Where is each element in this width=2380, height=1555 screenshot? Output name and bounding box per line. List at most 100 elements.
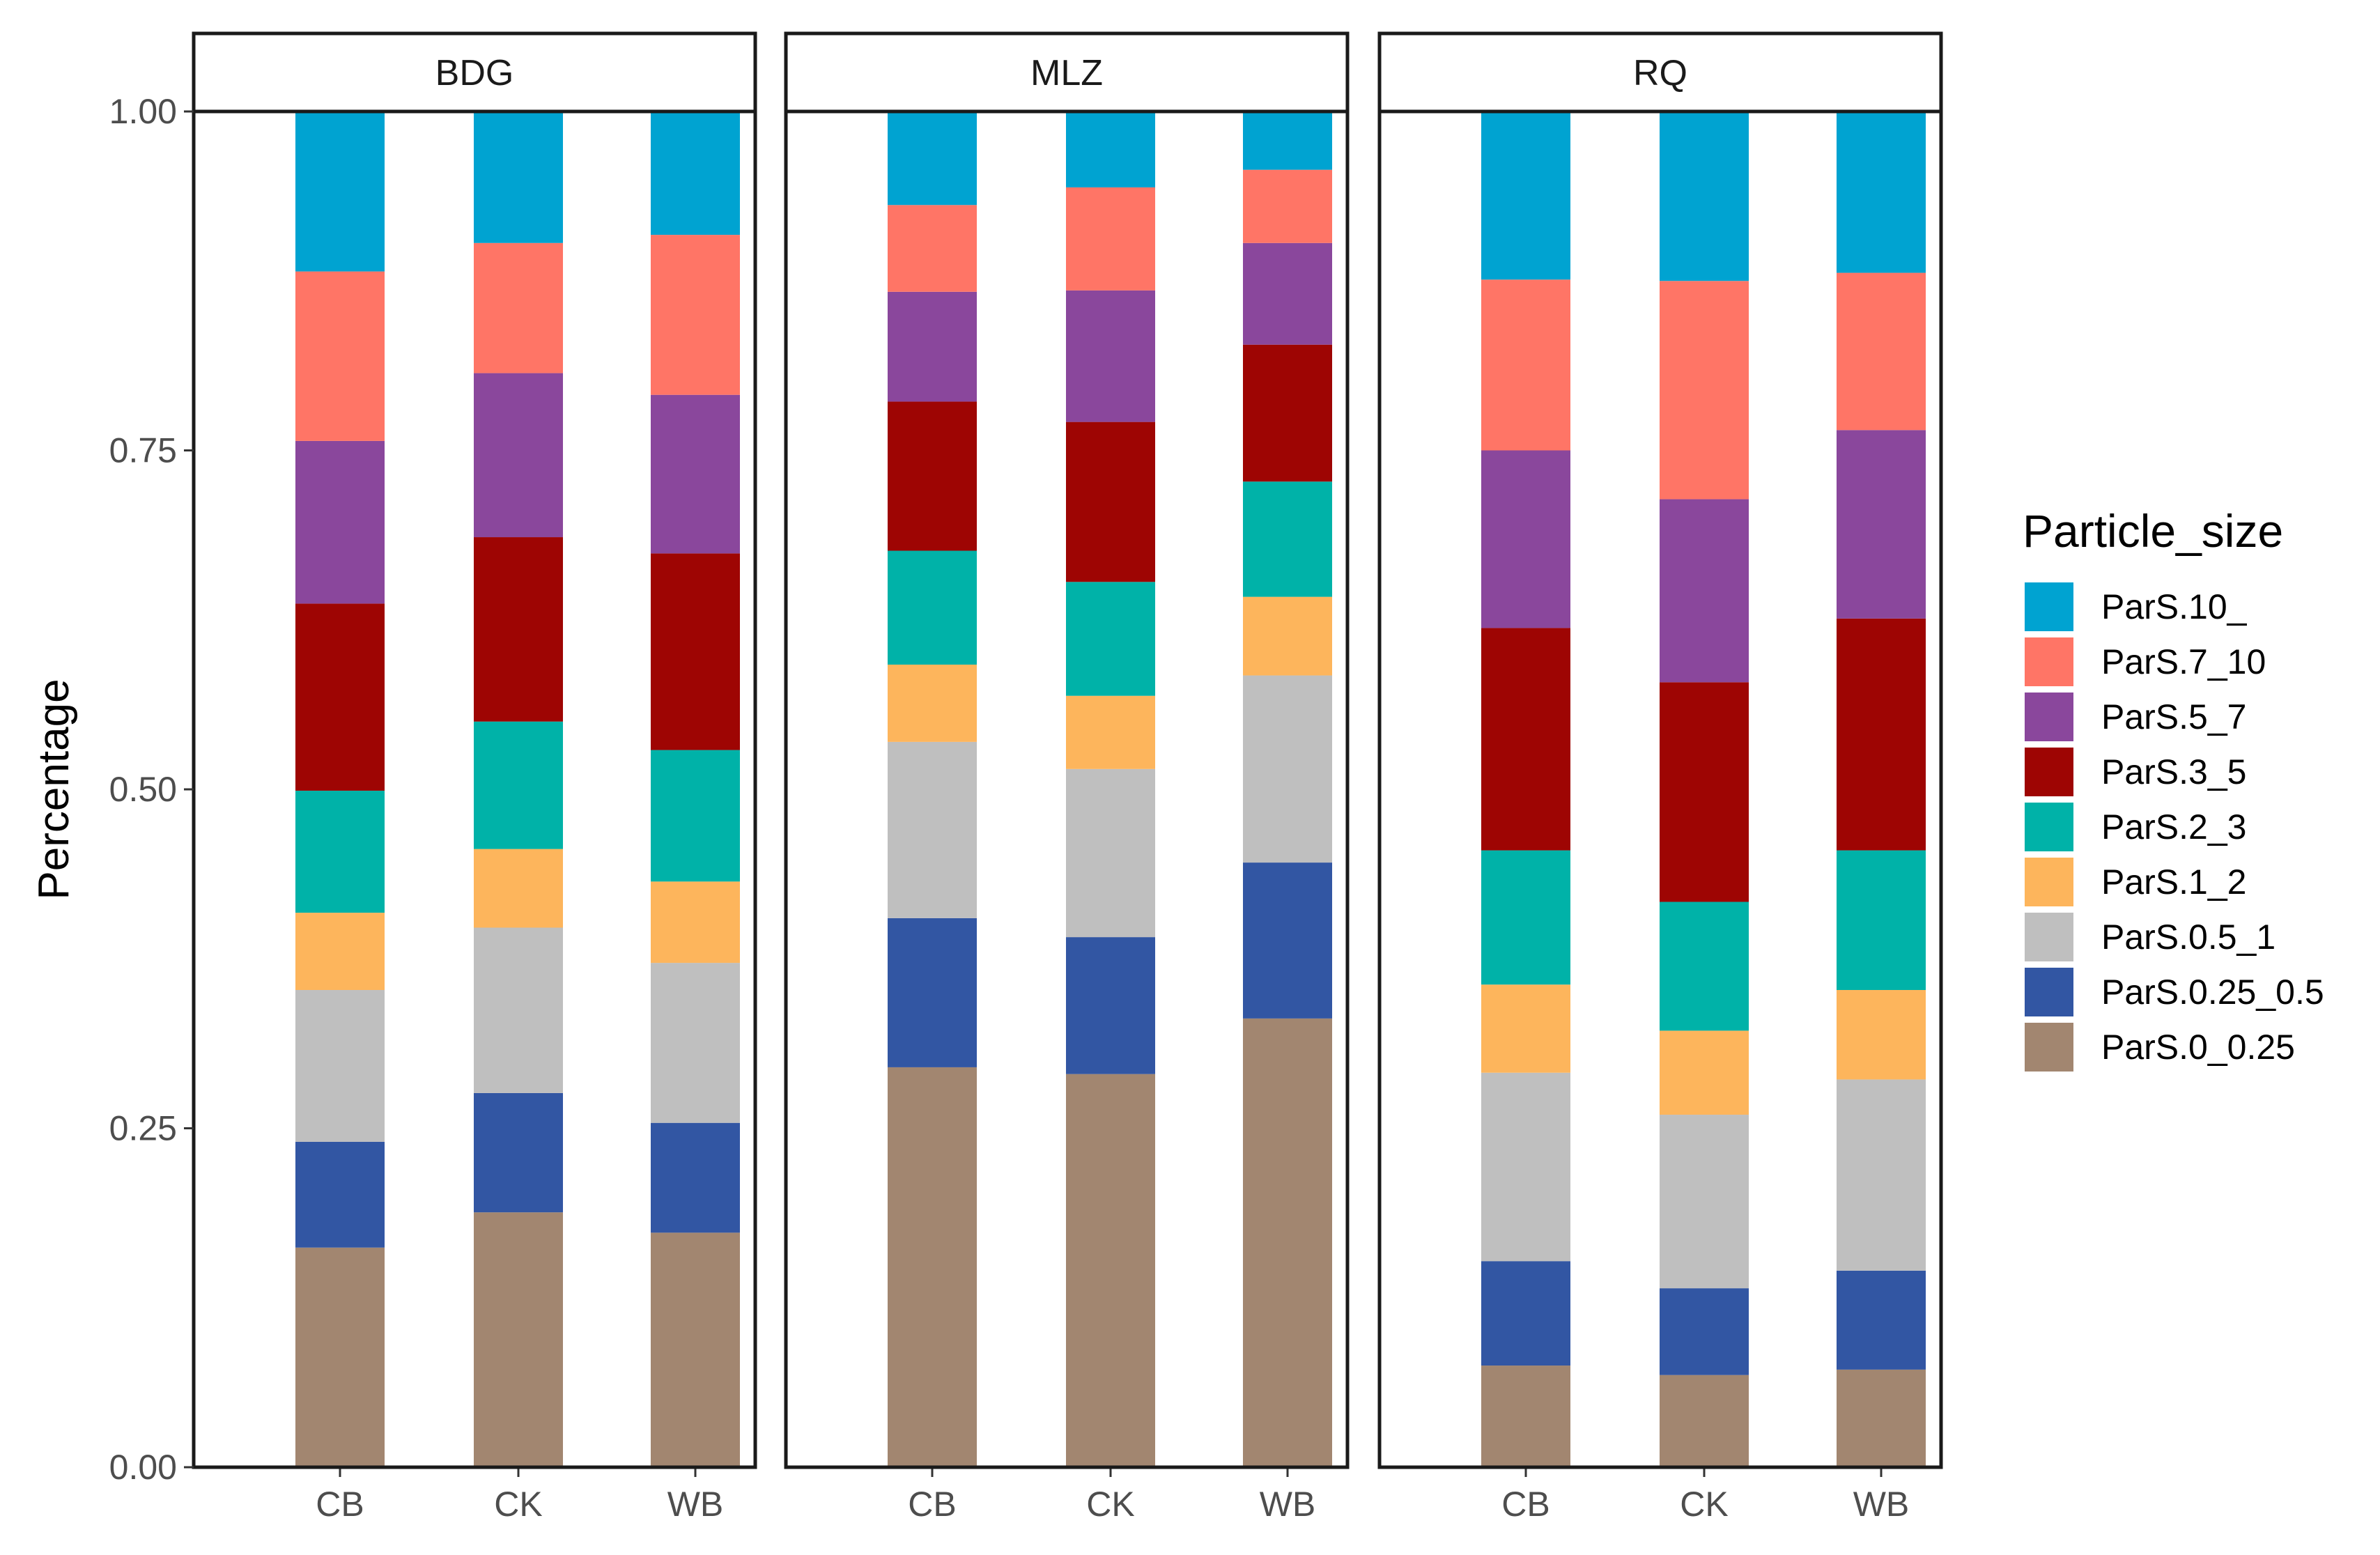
- strip-box: [192, 31, 757, 114]
- bar-segment-mlz-wb-pars-3-5: [1243, 344, 1332, 482]
- bar-segment-bdg-cb-pars-0-25-0-5: [295, 1141, 385, 1248]
- bar-segment-rq-wb-pars-10-: [1837, 111, 1926, 273]
- bar-segment-bdg-cb-pars-0-5-1: [295, 990, 385, 1142]
- bar-segment-bdg-ck-pars-3-5: [474, 537, 563, 722]
- bar-segment-bdg-cb-pars-5-7: [295, 440, 385, 604]
- legend-label: ParS.2_3: [2101, 807, 2246, 846]
- legend-key-pars-0-25-0-5: [2025, 968, 2073, 1016]
- x-tick-label: CK: [1680, 1485, 1728, 1524]
- bar-segment-rq-ck-pars-7-10: [1660, 281, 1749, 500]
- x-tick-label: WB: [1260, 1485, 1316, 1524]
- bar-segment-mlz-ck-pars-2-3: [1066, 582, 1155, 696]
- bar-segment-bdg-cb-pars-0-0-25: [295, 1247, 385, 1467]
- bar-segment-mlz-ck-pars-7-10: [1066, 187, 1155, 291]
- legend-key-pars-0-5-1: [2025, 913, 2073, 961]
- legend-label: ParS.1_2: [2101, 862, 2246, 902]
- bar-segment-mlz-cb-pars-5-7: [888, 291, 977, 402]
- panel-border: [1377, 109, 1943, 1469]
- bar-segment-rq-wb-pars-2-3: [1837, 850, 1926, 991]
- legend-label: ParS.3_5: [2101, 752, 2246, 791]
- x-tick-label: CK: [1086, 1485, 1134, 1524]
- bar-segment-bdg-wb-pars-0-5-1: [651, 963, 740, 1123]
- strip-label: BDG: [435, 53, 514, 93]
- y-axis-title: Percentage: [30, 679, 78, 899]
- y-tick-label: 0.00: [109, 1448, 177, 1487]
- bar-segment-bdg-wb-pars-3-5: [651, 553, 740, 750]
- bar-segment-rq-ck-pars-3-5: [1660, 682, 1749, 902]
- bar-segment-bdg-wb-pars-1-2: [651, 881, 740, 964]
- bar-segment-rq-ck-pars-0-25-0-5: [1660, 1288, 1749, 1375]
- bar-segment-bdg-wb-pars-5-7: [651, 394, 740, 554]
- bar-segment-rq-ck-pars-0-5-1: [1660, 1115, 1749, 1289]
- strip-label: RQ: [1633, 53, 1687, 93]
- legend-key-pars-0-0-25: [2025, 1023, 2073, 1072]
- bar-segment-bdg-wb-pars-0-0-25: [651, 1232, 740, 1467]
- legend-label: ParS.0.5_1: [2101, 918, 2275, 957]
- bar-segment-bdg-ck-pars-10-: [474, 111, 563, 243]
- y-tick-label: 0.25: [109, 1109, 177, 1148]
- bar-segment-mlz-cb-pars-0-0-25: [888, 1067, 977, 1467]
- bar-segment-rq-cb-pars-3-5: [1481, 628, 1570, 851]
- bar-segment-bdg-wb-pars-0-25-0-5: [651, 1122, 740, 1233]
- legend-key-pars-10-: [2025, 582, 2073, 631]
- y-tick-label: 0.75: [109, 431, 177, 470]
- x-tick-label: CB: [908, 1485, 956, 1524]
- x-tick-label: CB: [316, 1485, 364, 1524]
- bar-segment-rq-wb-pars-0-0-25: [1837, 1369, 1926, 1467]
- bar-segment-mlz-wb-pars-0-5-1: [1243, 675, 1332, 863]
- bar-segment-rq-cb-pars-10-: [1481, 111, 1570, 280]
- bar-segment-bdg-cb-pars-1-2: [295, 913, 385, 991]
- strip-box: [1377, 31, 1943, 114]
- bar-segment-mlz-cb-pars-7-10: [888, 205, 977, 292]
- bar-segment-bdg-ck-pars-1-2: [474, 849, 563, 928]
- bar-segment-mlz-ck-pars-0-5-1: [1066, 768, 1155, 938]
- bar-segment-mlz-cb-pars-3-5: [888, 401, 977, 551]
- legend-key-pars-7-10: [2025, 637, 2073, 686]
- bar-segment-rq-cb-pars-0-5-1: [1481, 1072, 1570, 1262]
- bar-segment-rq-ck-pars-0-0-25: [1660, 1375, 1749, 1467]
- legend-label: ParS.0_0.25: [2101, 1028, 2295, 1067]
- bar-segment-mlz-ck-pars-5-7: [1066, 290, 1155, 422]
- bar-segment-mlz-wb-pars-2-3: [1243, 481, 1332, 597]
- bar-segment-rq-wb-pars-5-7: [1837, 430, 1926, 619]
- bar-segment-mlz-ck-pars-10-: [1066, 111, 1155, 187]
- legend-label: ParS.10_: [2101, 587, 2248, 626]
- bar-segment-rq-wb-pars-3-5: [1837, 618, 1926, 851]
- bar-segment-mlz-ck-pars-1-2: [1066, 695, 1155, 769]
- bar-segment-mlz-wb-pars-0-25-0-5: [1243, 862, 1332, 1019]
- bar-segment-bdg-wb-pars-7-10: [651, 235, 740, 395]
- facet-panel-rq: RQ CB CK WB: [1377, 31, 1943, 1524]
- x-tick-label: WB: [667, 1485, 724, 1524]
- bar-segment-rq-wb-pars-0-25-0-5: [1837, 1270, 1926, 1370]
- bar-segment-mlz-cb-pars-1-2: [888, 664, 977, 742]
- bar-segment-bdg-wb-pars-10-: [651, 111, 740, 235]
- bar-segment-mlz-cb-pars-0-5-1: [888, 741, 977, 918]
- bar-segment-mlz-cb-pars-0-25-0-5: [888, 918, 977, 1067]
- facet-panel-mlz: MLZ CB CK WB: [784, 31, 1350, 1524]
- x-tick-label: WB: [1853, 1485, 1910, 1524]
- legend-key-pars-3-5: [2025, 748, 2073, 796]
- legend-key-pars-5-7: [2025, 693, 2073, 741]
- x-tick-label: CB: [1501, 1485, 1550, 1524]
- bar-segment-mlz-wb-pars-0-0-25: [1243, 1018, 1332, 1467]
- strip-label: MLZ: [1030, 53, 1103, 93]
- bar-segment-bdg-cb-pars-3-5: [295, 603, 385, 791]
- bar-segment-bdg-cb-pars-2-3: [295, 790, 385, 913]
- legend-title: Particle_size: [2023, 505, 2283, 557]
- bar-segment-bdg-wb-pars-2-3: [651, 750, 740, 882]
- legend-label: ParS.7_10: [2101, 642, 2266, 681]
- bar-segment-rq-wb-pars-0-5-1: [1837, 1079, 1926, 1271]
- bar-segment-bdg-cb-pars-7-10: [295, 271, 385, 441]
- bar-segment-mlz-wb-pars-10-: [1243, 111, 1332, 170]
- bar-segment-rq-ck-pars-10-: [1660, 111, 1749, 281]
- bar-segment-rq-cb-pars-5-7: [1481, 450, 1570, 628]
- bar-segment-rq-ck-pars-2-3: [1660, 902, 1749, 1031]
- bar-segment-mlz-wb-pars-1-2: [1243, 596, 1332, 676]
- y-tick-label: 0.50: [109, 770, 177, 809]
- bar-segment-rq-ck-pars-1-2: [1660, 1030, 1749, 1115]
- facet-panel-bdg: BDG CB CK WB: [192, 31, 757, 1524]
- bar-segment-bdg-ck-pars-0-0-25: [474, 1212, 563, 1467]
- bar-segment-mlz-wb-pars-5-7: [1243, 242, 1332, 345]
